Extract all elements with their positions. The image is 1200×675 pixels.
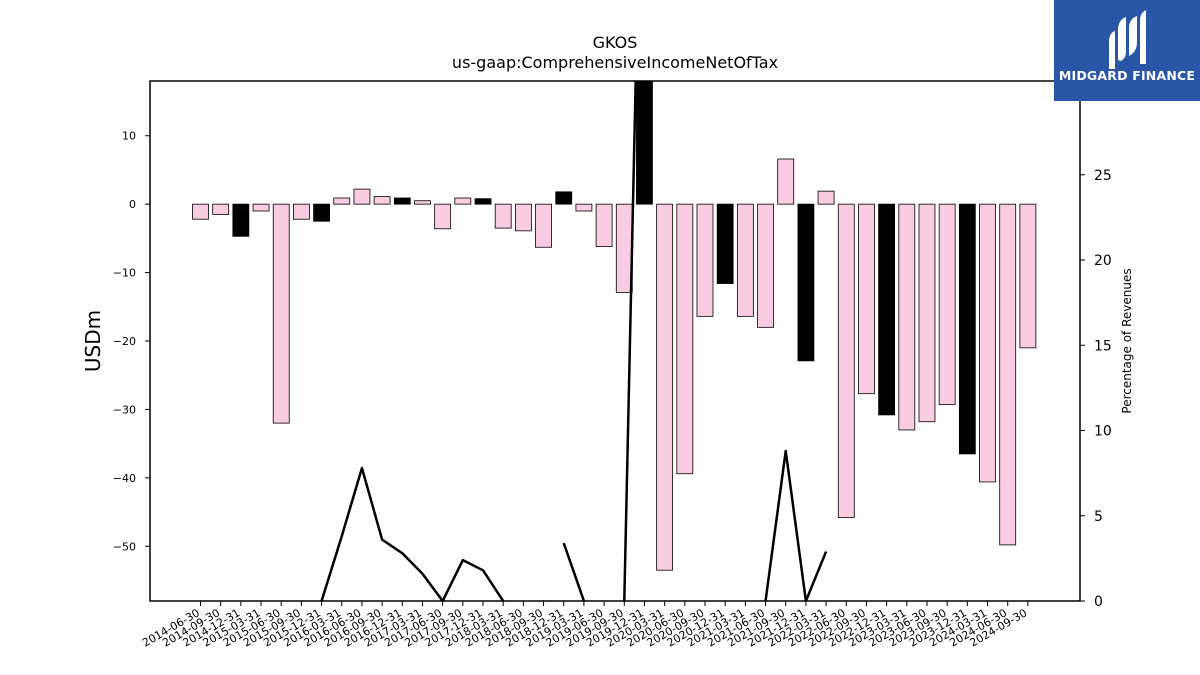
bar	[434, 203, 452, 230]
bar	[474, 198, 492, 205]
bar	[454, 197, 472, 205]
bar	[777, 158, 795, 205]
bar	[797, 203, 815, 362]
bar	[555, 191, 573, 205]
bar	[535, 203, 552, 248]
midgard-m-logo-icon	[1109, 10, 1146, 69]
brand-name: MIDGARD FINANCE	[1058, 68, 1196, 83]
bar	[938, 203, 956, 406]
bar	[353, 188, 371, 205]
percentage-line	[623, 81, 637, 601]
bar	[898, 203, 916, 431]
plot-frame	[149, 80, 1081, 602]
y-tick-label: −20	[113, 335, 136, 348]
y2-tick-label: 5	[1094, 509, 1103, 525]
y2-tick-label: 10	[1094, 424, 1112, 440]
bar	[212, 203, 230, 215]
chart-subtitle: us-gaap:ComprehensiveIncomeNetOfTax	[452, 53, 778, 72]
percentage-line	[562, 542, 586, 601]
bar	[979, 203, 996, 483]
bar	[1019, 203, 1037, 349]
bars-group	[192, 81, 1037, 571]
bar	[656, 203, 674, 571]
y-tick-label: −40	[113, 472, 136, 485]
bar	[414, 200, 431, 205]
y-tick-label: −10	[113, 267, 136, 280]
bar	[595, 203, 613, 247]
bar	[272, 203, 290, 424]
y2-tick-label: 0	[1094, 594, 1103, 610]
y-tick-label: 10	[122, 130, 136, 143]
bar	[333, 197, 351, 205]
bar	[878, 203, 896, 416]
percentage-line	[764, 449, 828, 601]
chart-title: GKOS	[593, 33, 638, 52]
bar	[292, 203, 310, 220]
y2-axis-label: Percentage of Revenues	[1120, 268, 1134, 413]
y2-tick-label: 25	[1094, 168, 1112, 184]
bar	[232, 203, 250, 237]
y-tick-label: −30	[113, 403, 136, 416]
bar	[716, 203, 734, 284]
y2-tick-label: 15	[1094, 338, 1112, 354]
bar	[817, 190, 835, 205]
bar	[696, 203, 714, 317]
bar	[615, 203, 633, 293]
bar	[958, 203, 976, 455]
bar	[999, 203, 1017, 546]
brand-logo: MIDGARD FINANCE	[1054, 0, 1200, 101]
bar	[313, 203, 330, 222]
y-tick-label: 0	[129, 198, 136, 211]
bar	[514, 203, 532, 232]
bar	[373, 196, 391, 205]
plot-area: 100−10−20−30−40−500510152025302014-06-30…	[113, 81, 1112, 650]
bar	[858, 203, 875, 395]
bar	[676, 203, 694, 475]
bar	[192, 203, 209, 220]
y2-tick-label: 20	[1094, 253, 1112, 269]
bar	[837, 203, 855, 518]
bar	[736, 203, 754, 317]
y-axis-label: USDm	[81, 310, 105, 372]
bar	[252, 203, 270, 212]
bar	[575, 203, 593, 212]
bar	[393, 197, 411, 205]
bar	[494, 203, 512, 229]
y-tick-label: −50	[113, 540, 136, 553]
line-series-group	[320, 81, 828, 601]
bar	[636, 81, 653, 205]
bar	[757, 203, 774, 328]
percentage-line	[320, 466, 505, 601]
bar	[918, 203, 936, 423]
